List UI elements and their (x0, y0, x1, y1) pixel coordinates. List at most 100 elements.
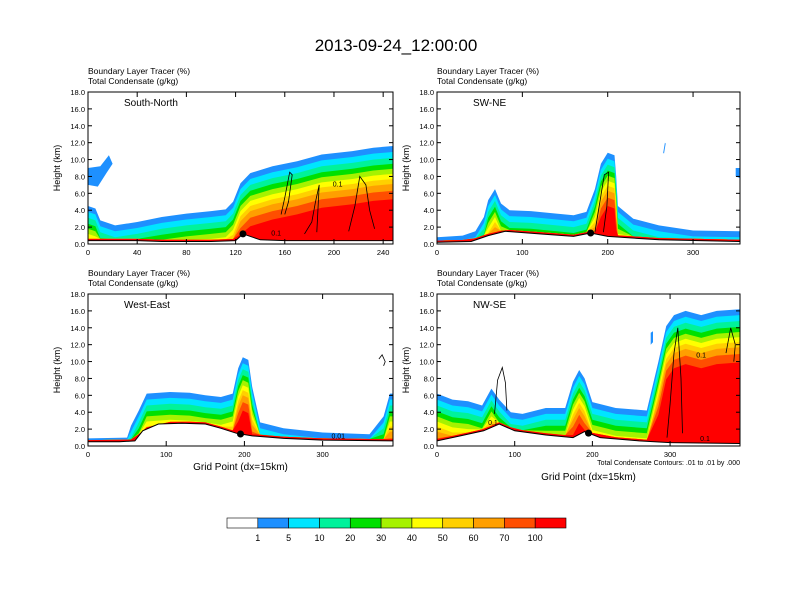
y-tick-label: 16.0 (70, 105, 85, 114)
y-tick-label: 0.0 (424, 240, 434, 249)
condensate-contour (304, 184, 320, 235)
x-tick-label: 300 (687, 248, 700, 257)
x-axis-label: Grid Point (dx=15km) (193, 462, 288, 473)
colorbar-label: 100 (528, 533, 543, 543)
y-tick-label: 6.0 (424, 189, 434, 198)
location-marker (237, 430, 244, 438)
contour-label: 0.1 (271, 231, 281, 238)
condensate-contour (666, 327, 683, 438)
y-tick-label: 8.0 (75, 172, 85, 181)
y-tick-label: 4.0 (424, 206, 434, 215)
location-marker (585, 429, 592, 437)
y-tick-label: 4.0 (424, 408, 434, 417)
colorbar-label: 40 (407, 533, 417, 543)
y-tick-label: 8.0 (75, 374, 85, 383)
y-axis-label: Height (km) (52, 145, 62, 192)
y-tick-label: 0.0 (424, 442, 434, 451)
contour-label: 0.1 (696, 352, 706, 359)
y-tick-label: 8.0 (424, 172, 434, 181)
colorbar-swatch (442, 517, 474, 529)
colorbar-label: 5 (286, 533, 291, 543)
colorbar-label: 50 (438, 533, 448, 543)
contour-label: 0.01 (331, 433, 345, 440)
x-tick-label: 200 (238, 450, 251, 459)
condensate-contour (725, 327, 736, 362)
y-tick-label: 6.0 (424, 391, 434, 400)
field-label: Boundary Layer Tracer (%) (88, 268, 190, 278)
x-tick-label: 100 (160, 450, 173, 459)
y-tick-label: 18.0 (70, 290, 85, 299)
field-label: Boundary Layer Tracer (%) (88, 66, 190, 76)
terrain-line (437, 230, 740, 243)
y-tick-label: 16.0 (419, 307, 434, 316)
y-tick-label: 6.0 (75, 391, 85, 400)
y-tick-label: 10.0 (419, 358, 434, 367)
y-tick-label: 16.0 (70, 307, 85, 316)
y-tick-label: 0.0 (75, 240, 85, 249)
contour-label: 0.1 (333, 182, 343, 189)
x-tick-label: 100 (508, 450, 521, 459)
y-tick-label: 12.0 (419, 139, 434, 148)
colorbar-swatch (380, 517, 413, 529)
panel-nw-se: 0.1 0.1 0.1 0.0 2.0 4.0 6.0 8.0 10.0 12.0 14.0 16.0… (401, 268, 741, 483)
colorbar-swatch (411, 517, 444, 529)
y-tick-label: 8.0 (424, 374, 434, 383)
y-tick-label: 18.0 (419, 88, 434, 97)
colorbar-label: 70 (499, 533, 509, 543)
colorbar-label: 10 (314, 533, 324, 543)
field-label: Boundary Layer Tracer (%) (437, 268, 539, 278)
contour-field-label: Total Condensate (g/kg) (437, 76, 527, 86)
terrain-fill (88, 233, 393, 244)
field-label: Boundary Layer Tracer (%) (437, 66, 539, 76)
tracer-blob (650, 331, 653, 345)
colorbar-swatch (288, 517, 320, 529)
panel-name: NW-SE (473, 300, 506, 311)
y-tick-label: 14.0 (70, 122, 85, 131)
y-tick-label: 2.0 (75, 223, 85, 232)
x-tick-label: 160 (279, 248, 292, 257)
location-marker (587, 229, 595, 237)
contour-field-label: Total Condensate (g/kg) (88, 278, 178, 288)
y-tick-label: 12.0 (70, 341, 85, 350)
y-axis-label: Height (km) (401, 145, 411, 192)
tracer-band (437, 362, 740, 446)
y-tick-label: 0.0 (75, 442, 85, 451)
panel-name: South-North (124, 98, 178, 109)
x-tick-label: 120 (229, 248, 242, 257)
x-tick-label: 0 (435, 248, 439, 257)
y-tick-label: 10.0 (70, 156, 85, 165)
terrain-line (88, 233, 393, 242)
tracer-band (88, 199, 393, 244)
y-tick-label: 2.0 (424, 223, 434, 232)
panel-frame (436, 293, 741, 447)
panel-frame (87, 293, 394, 447)
colorbar-label: 30 (376, 533, 386, 543)
y-tick-label: 4.0 (75, 408, 85, 417)
panel-west-east: 0.01 0.0 2.0 4.0 6.0 8.0 10.0 12.0 14.0 16.0 18.0 0… (52, 268, 394, 473)
panel-frame (436, 91, 741, 245)
y-tick-label: 14.0 (419, 324, 434, 333)
colorbar-swatch (319, 517, 351, 529)
terrain-line (88, 422, 393, 443)
y-tick-label: 6.0 (75, 189, 85, 198)
x-tick-label: 200 (586, 450, 599, 459)
tracer-band (437, 164, 740, 244)
x-tick-label: 240 (377, 248, 390, 257)
panel-south-north: 0.1 0.1 0.0 2.0 4.0 6.0 8.0 10.0 12.0 14.0 16.0 18.… (52, 66, 394, 257)
colorbar-swatch (504, 517, 536, 529)
y-tick-label: 12.0 (419, 341, 434, 350)
condensate-contour (494, 366, 508, 414)
contour-field-label: Total Condensate (g/kg) (437, 278, 527, 288)
tracer-blob (735, 168, 740, 179)
x-tick-label: 200 (601, 248, 614, 257)
tracer-blob (88, 155, 113, 187)
tracer-blob (663, 142, 666, 154)
y-tick-label: 12.0 (70, 139, 85, 148)
tracer-shading: 0.1 0.1 0.1 (437, 309, 740, 446)
y-tick-label: 14.0 (419, 122, 434, 131)
x-axis-label: Grid Point (dx=15km) (541, 472, 636, 483)
colorbar-swatch (534, 517, 567, 529)
y-tick-label: 4.0 (75, 206, 85, 215)
x-tick-label: 200 (328, 248, 341, 257)
